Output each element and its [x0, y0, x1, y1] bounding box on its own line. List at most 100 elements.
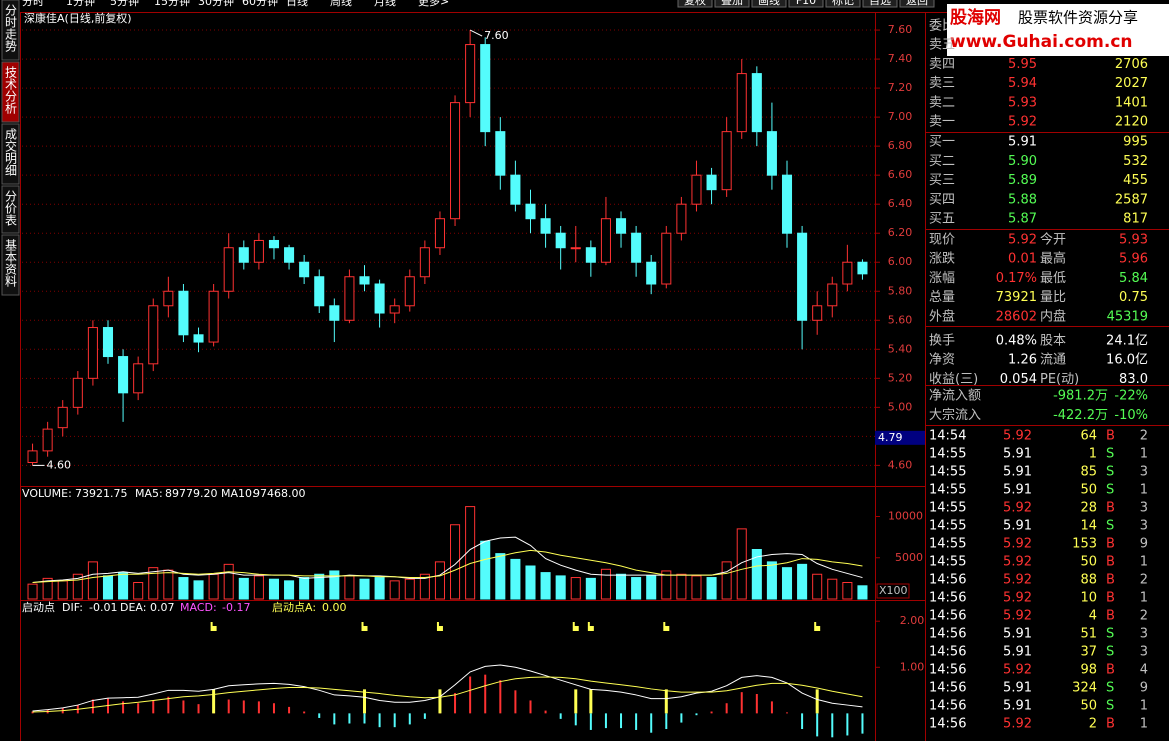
- menu-item[interactable]: 1分钟: [66, 0, 95, 8]
- menu-item[interactable]: 更多>: [418, 0, 449, 8]
- menu-item[interactable]: 周线: [330, 0, 352, 8]
- candle-body: [480, 44, 491, 133]
- bid-label: 买四: [929, 192, 955, 207]
- watermark-url: www.Guhai.com.cn: [950, 32, 1133, 52]
- trade-volume: 4: [1089, 609, 1097, 624]
- toolbar-label[interactable]: F10: [796, 0, 816, 7]
- ask-label: 卖五: [929, 38, 955, 53]
- volume-bar: [193, 580, 204, 600]
- trade-side: B: [1106, 663, 1115, 678]
- side-tab[interactable]: [1, 0, 20, 61]
- volume-bar: [329, 570, 340, 600]
- volume-bar: [133, 582, 144, 600]
- volume-bar: [661, 570, 672, 600]
- bid-volume: 455: [1123, 173, 1148, 188]
- side-tab-label[interactable]: 分时走势: [4, 4, 18, 52]
- menu-item[interactable]: 5分钟: [110, 0, 139, 8]
- ask-price: 5.92: [1008, 115, 1037, 130]
- menu-item[interactable]: 日线: [286, 0, 308, 8]
- candle-body: [238, 247, 249, 263]
- stat-value: 0.17%: [996, 271, 1037, 286]
- candle-body: [691, 174, 702, 205]
- volume-bar: [434, 561, 445, 600]
- volume-bar: [148, 567, 159, 600]
- candle-body: [87, 327, 98, 379]
- trade-count: 4: [1140, 663, 1148, 678]
- toolbar-button[interactable]: [751, 0, 787, 8]
- side-tab-label[interactable]: 成交明细: [4, 128, 18, 176]
- side-tab[interactable]: [1, 61, 20, 123]
- side-tab-label[interactable]: 分价表: [4, 190, 18, 226]
- toolbar-label[interactable]: 复权: [684, 0, 706, 7]
- indicator-name: DEA:: [120, 601, 146, 614]
- trade-time: 14:56: [929, 645, 966, 660]
- candle-body: [766, 131, 777, 176]
- toolbar-button[interactable]: [788, 0, 824, 8]
- trade-price: 5.91: [1003, 447, 1032, 462]
- toolbar-button[interactable]: [862, 0, 898, 8]
- candle-body: [721, 131, 732, 191]
- trade-price: 5.92: [1003, 663, 1032, 678]
- candle-body: [525, 203, 536, 220]
- bid-price: 5.87: [1008, 212, 1037, 227]
- trade-time: 14:56: [929, 573, 966, 588]
- toolbar-button[interactable]: [677, 0, 713, 8]
- toolbar-label[interactable]: 叠加: [721, 0, 743, 7]
- toolbar-button[interactable]: [899, 0, 935, 8]
- indicator-value: 0.00: [322, 601, 347, 614]
- y-tick-label: 6.80: [888, 139, 913, 152]
- candle-body: [208, 290, 219, 343]
- bid-volume: 532: [1123, 154, 1148, 169]
- menu-item[interactable]: 30分钟: [198, 0, 234, 8]
- indicator-value: 0.07: [150, 601, 175, 614]
- side-tab[interactable]: [1, 234, 20, 296]
- toolbar-label[interactable]: 自选: [869, 0, 891, 7]
- stat-value: 24.1亿: [1106, 334, 1148, 349]
- trade-side: S: [1106, 645, 1114, 660]
- y-tick-label: 7.00: [888, 110, 913, 123]
- menu-item[interactable]: 月线: [374, 0, 396, 8]
- volume-bar: [631, 577, 642, 600]
- trade-side: B: [1106, 717, 1115, 732]
- candle-body: [781, 174, 793, 234]
- trade-count: 9: [1140, 537, 1148, 552]
- menu-item[interactable]: 15分钟: [154, 0, 190, 8]
- cursor-label: 4.79: [878, 431, 903, 444]
- ask-volume: 2027: [1115, 76, 1148, 91]
- toolbar-button[interactable]: [825, 0, 861, 8]
- macd-line: [32, 676, 863, 713]
- menu-item[interactable]: 60分钟: [242, 0, 278, 8]
- toolbar-label[interactable]: 画线: [758, 0, 780, 7]
- indicator-name: MA10:: [221, 487, 256, 500]
- candle-body: [193, 334, 204, 343]
- candle-body: [465, 44, 476, 104]
- candle-body: [57, 406, 68, 429]
- trade-time: 14:56: [929, 591, 966, 606]
- trade-time: 14:55: [929, 519, 966, 534]
- menu-item[interactable]: 分时: [22, 0, 44, 8]
- candle-body: [118, 356, 129, 394]
- toolbar-label[interactable]: 返回: [906, 0, 928, 7]
- candle-body: [299, 261, 310, 278]
- trade-price: 5.91: [1003, 519, 1032, 534]
- trade-side: S: [1106, 465, 1114, 480]
- chart-title: 深康佳A(日线,前复权): [24, 11, 132, 25]
- y-tick-label: 7.20: [888, 81, 913, 94]
- trade-volume: 50: [1080, 483, 1097, 498]
- side-tab-label[interactable]: 基本资料: [4, 239, 18, 287]
- ask-label: 卖四: [929, 57, 955, 72]
- trade-time: 14:56: [929, 699, 966, 714]
- trade-volume: 37: [1080, 645, 1097, 660]
- trade-volume: 50: [1080, 699, 1097, 714]
- volume-bar: [797, 563, 808, 600]
- volume-bar: [223, 563, 234, 600]
- volume-bar: [842, 582, 853, 600]
- trade-count: 2: [1140, 573, 1148, 588]
- side-tab[interactable]: [1, 123, 20, 185]
- side-tab-label[interactable]: 技术分析: [4, 66, 18, 115]
- toolbar-label[interactable]: 标记: [832, 0, 854, 7]
- side-tab[interactable]: [1, 185, 20, 234]
- bid-volume: 995: [1123, 135, 1148, 150]
- toolbar-button[interactable]: [714, 0, 750, 8]
